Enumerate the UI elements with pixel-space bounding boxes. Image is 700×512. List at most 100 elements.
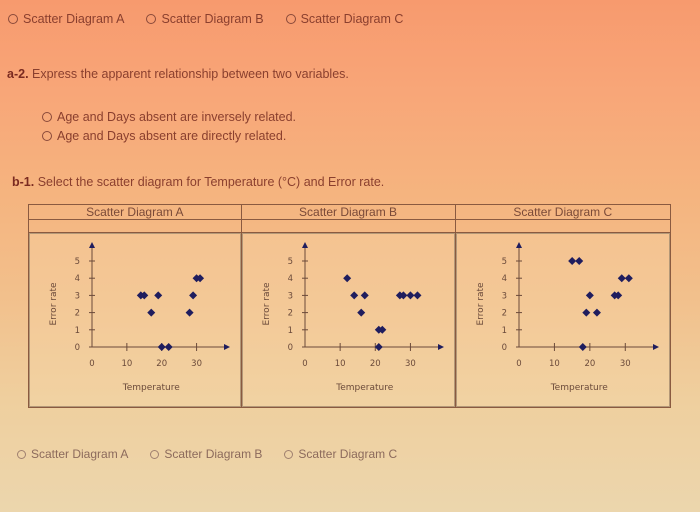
y-tick-label: 0 bbox=[501, 343, 506, 353]
y-tick-label: 5 bbox=[287, 257, 292, 267]
question-a2: a-2. Express the apparent relationship b… bbox=[7, 67, 349, 81]
header-scatter-a: Scatter Diagram A bbox=[28, 204, 242, 220]
y-tick-label: 1 bbox=[75, 326, 80, 336]
scatter-diagram-table: Scatter Diagram A Scatter Diagram B Scat… bbox=[28, 204, 672, 408]
data-point-diamond-icon bbox=[585, 291, 594, 300]
data-point-diamond-icon bbox=[360, 291, 369, 300]
y-axis-label: Error rate bbox=[476, 282, 486, 326]
data-point-diamond-icon bbox=[578, 343, 587, 351]
option-directly-related[interactable]: Age and Days absent are directly related… bbox=[42, 129, 296, 143]
spacer-cell bbox=[454, 219, 672, 233]
option-label: Age and Days absent are directly related… bbox=[57, 129, 287, 143]
question-b1: b-1. Select the scatter diagram for Temp… bbox=[12, 175, 384, 189]
x-tick-label: 30 bbox=[191, 359, 202, 369]
y-axis-arrow-icon bbox=[515, 242, 522, 248]
data-point-diamond-icon bbox=[157, 343, 166, 351]
x-tick-label: 30 bbox=[619, 359, 630, 369]
option-label: Age and Days absent are inversely relate… bbox=[57, 110, 297, 124]
option-label: Scatter Diagram A bbox=[23, 12, 125, 26]
data-point-diamond-icon bbox=[624, 274, 633, 283]
bottom-option-scatter-a[interactable]: Scatter Diagram A bbox=[17, 447, 128, 461]
y-axis-label: Error rate bbox=[49, 282, 59, 326]
data-point-diamond-icon bbox=[374, 343, 383, 351]
data-point-diamond-icon bbox=[189, 291, 198, 300]
radio-button-icon[interactable] bbox=[17, 449, 26, 459]
data-point-diamond-icon bbox=[574, 257, 583, 265]
data-point-diamond-icon bbox=[164, 343, 173, 351]
data-point-diamond-icon bbox=[377, 325, 386, 334]
option-inversely-related[interactable]: Age and Days absent are inversely relate… bbox=[42, 110, 296, 124]
option-label: Scatter Diagram C bbox=[298, 447, 398, 461]
bottom-option-scatter-c[interactable]: Scatter Diagram C bbox=[284, 447, 397, 461]
scatter-chart-c: 0 1 2 3 4 5 0 10 20 30 Temperature Error rate bbox=[455, 233, 670, 407]
x-tick-label: 30 bbox=[405, 359, 416, 369]
data-point-diamond-icon bbox=[185, 308, 194, 317]
x-axis-label: Temperature bbox=[122, 383, 180, 393]
x-tick-label: 10 bbox=[549, 359, 560, 369]
y-tick-label: 3 bbox=[75, 291, 80, 301]
data-point-diamond-icon bbox=[617, 274, 626, 283]
y-tick-label: 2 bbox=[75, 309, 80, 319]
bottom-option-scatter-b[interactable]: Scatter Diagram B bbox=[150, 447, 262, 461]
header-scatter-b: Scatter Diagram B bbox=[240, 204, 456, 220]
radio-button-icon[interactable] bbox=[42, 112, 52, 122]
scatter-plot: 0 1 2 3 4 5 0 10 20 30 Temperature Error rate bbox=[49, 242, 230, 393]
y-tick-label: 4 bbox=[501, 274, 506, 284]
x-tick-label: 20 bbox=[156, 359, 167, 369]
x-axis-label: Temperature bbox=[335, 383, 393, 393]
x-tick-label: 10 bbox=[121, 359, 132, 369]
y-tick-label: 3 bbox=[287, 291, 292, 301]
top-option-scatter-b[interactable]: Scatter Diagram B bbox=[146, 12, 264, 26]
spacer-cell bbox=[28, 219, 242, 233]
question-number: b-1. bbox=[12, 175, 35, 189]
data-point-diamond-icon bbox=[349, 291, 358, 300]
x-tick-label: 0 bbox=[516, 359, 521, 369]
radio-button-icon[interactable] bbox=[284, 449, 294, 459]
y-tick-label: 1 bbox=[501, 326, 506, 336]
option-label: Scatter Diagram B bbox=[161, 12, 264, 26]
top-diagram-options: Scatter Diagram A Scatter Diagram B Scat… bbox=[8, 12, 425, 26]
data-point-diamond-icon bbox=[342, 274, 351, 283]
data-point-diamond-icon bbox=[413, 291, 422, 300]
y-tick-label: 0 bbox=[75, 343, 80, 353]
y-tick-label: 2 bbox=[501, 309, 506, 319]
y-tick-label: 2 bbox=[287, 309, 292, 319]
radio-button-icon[interactable] bbox=[42, 131, 52, 141]
radio-button-icon[interactable] bbox=[146, 14, 157, 24]
y-tick-label: 4 bbox=[75, 274, 80, 284]
data-point-diamond-icon bbox=[140, 291, 149, 300]
radio-button-icon[interactable] bbox=[150, 449, 160, 459]
data-point-diamond-icon bbox=[196, 274, 205, 283]
data-point-diamond-icon bbox=[147, 308, 156, 317]
question-number: a-2. bbox=[7, 67, 29, 81]
option-label: Scatter Diagram B bbox=[164, 447, 263, 461]
y-tick-label: 5 bbox=[75, 257, 80, 267]
header-scatter-c: Scatter Diagram C bbox=[454, 204, 672, 220]
option-label: Scatter Diagram C bbox=[300, 12, 404, 26]
scatter-chart-b: 0 1 2 3 4 5 0 10 20 30 Temperature Error rate bbox=[241, 233, 455, 407]
data-point-diamond-icon bbox=[405, 291, 414, 300]
data-point-diamond-icon bbox=[567, 257, 576, 265]
x-axis-arrow-icon bbox=[224, 344, 230, 350]
y-tick-label: 4 bbox=[287, 274, 292, 284]
y-tick-label: 3 bbox=[501, 291, 506, 301]
x-tick-label: 0 bbox=[302, 359, 307, 369]
top-option-scatter-a[interactable]: Scatter Diagram A bbox=[8, 12, 124, 26]
bottom-diagram-options: Scatter Diagram A Scatter Diagram B Scat… bbox=[17, 447, 419, 461]
scatter-chart-a: 0 1 2 3 4 5 0 10 20 30 Temperature Error rate bbox=[29, 233, 241, 407]
x-tick-label: 20 bbox=[369, 359, 380, 369]
data-point-diamond-icon bbox=[356, 308, 365, 317]
spacer-cell bbox=[240, 219, 456, 233]
question-text: Express the apparent relationship betwee… bbox=[28, 67, 349, 81]
x-axis-arrow-icon bbox=[652, 344, 659, 350]
option-label: Scatter Diagram A bbox=[31, 447, 129, 461]
scatter-plot: 0 1 2 3 4 5 0 10 20 30 Temperature Error rate bbox=[262, 242, 444, 393]
x-axis-arrow-icon bbox=[437, 344, 444, 350]
radio-button-icon[interactable] bbox=[285, 14, 296, 24]
data-point-diamond-icon bbox=[398, 291, 407, 300]
x-tick-label: 0 bbox=[89, 359, 94, 369]
x-axis-label: Temperature bbox=[549, 383, 607, 393]
top-option-scatter-c[interactable]: Scatter Diagram C bbox=[285, 12, 404, 26]
question-a2-options: Age and Days absent are inversely relate… bbox=[42, 110, 318, 148]
radio-button-icon[interactable] bbox=[8, 14, 18, 24]
